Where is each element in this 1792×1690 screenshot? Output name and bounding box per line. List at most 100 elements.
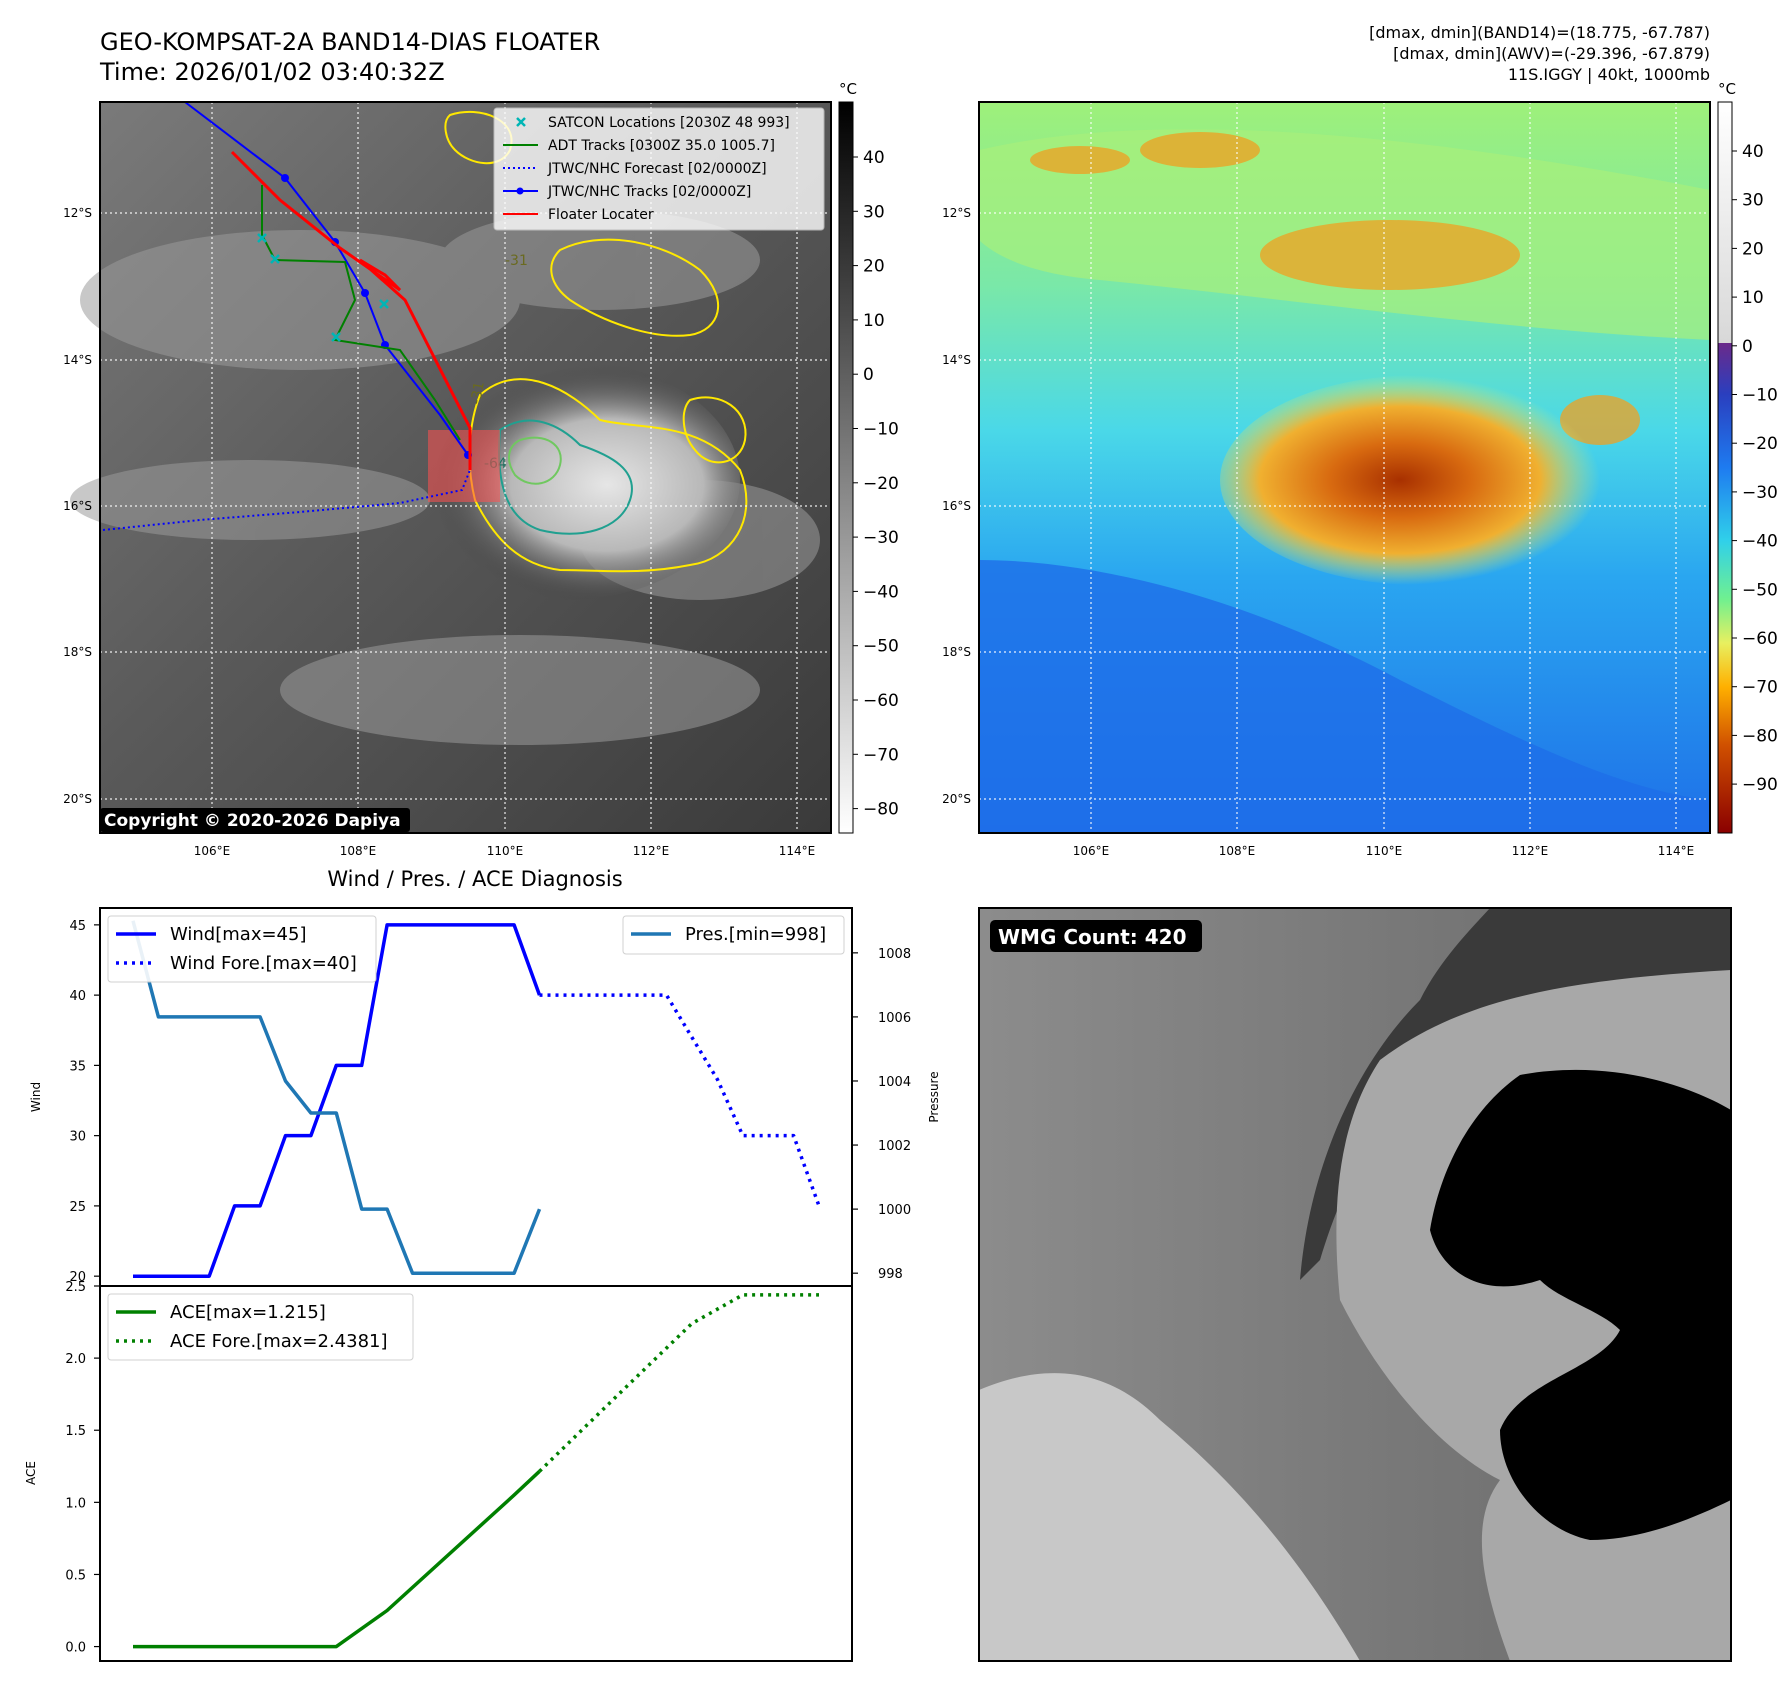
ir-contour-mid bbox=[498, 419, 633, 535]
pressure-ytick-label: 1002 bbox=[878, 1139, 911, 1154]
ace-legend: ACE[max=1.215] ACE Fore.[max=2.4381] bbox=[107, 1293, 414, 1361]
wv-lat-ticks: 12°S 14°S 16°S 18°S 20°S bbox=[942, 206, 971, 806]
ir-colorbar bbox=[838, 101, 854, 834]
floater-locater-box bbox=[428, 430, 500, 502]
wind-ytick-label: 45 bbox=[69, 919, 86, 934]
ir-contour-label-2: -31 bbox=[468, 380, 488, 405]
wind-chart-marks: 20 25 30 35 40 45 998 1000 1002 1004 1006 1008 bbox=[69, 919, 911, 1285]
colorbar-tick-label: −30 bbox=[1742, 483, 1778, 503]
ace-ytick-label: 0.5 bbox=[65, 1568, 86, 1583]
colorbar-tick-label: −90 bbox=[1742, 775, 1778, 795]
ir-lat-tick: 14°S bbox=[63, 353, 92, 367]
ir-map-frame bbox=[99, 101, 832, 834]
ir-storm-cloud bbox=[390, 360, 740, 600]
colorbar-tick-label: 0 bbox=[863, 365, 874, 385]
wv-map-panel: 106°E 108°E 110°E 112°E 114°E 12°S 14°S … bbox=[942, 80, 1778, 858]
wind-ytick-label: 20 bbox=[69, 1270, 86, 1285]
copyright-badge-bg bbox=[100, 808, 410, 832]
legend-marker-x bbox=[516, 117, 526, 127]
ir-contour-inner bbox=[508, 436, 562, 485]
legend-label: JTWC/NHC Forecast [02/0000Z] bbox=[547, 161, 767, 177]
legend-label: SATCON Locations [2030Z 48 993] bbox=[548, 115, 790, 131]
floater-locater-track bbox=[230, 150, 472, 470]
wv-lat-tick: 16°S bbox=[942, 499, 971, 513]
colorbar-tick-label: −10 bbox=[863, 420, 899, 440]
wmg-count-badge-bg bbox=[990, 920, 1202, 952]
wind-ytick-label: 35 bbox=[69, 1059, 86, 1074]
ir-lat-tick: 16°S bbox=[63, 499, 92, 513]
colorbar-tick-label: −70 bbox=[863, 745, 899, 765]
pressure-legend: Pres.[min=998] bbox=[622, 915, 845, 955]
wv-storm-core bbox=[1220, 375, 1620, 585]
colorbar-tick-label: −80 bbox=[1742, 726, 1778, 746]
ir-lat-ticks: 12°S 14°S 16°S 18°S 20°S bbox=[63, 206, 92, 806]
wv-map-frame bbox=[978, 101, 1711, 834]
ace-ytick-label: 0.0 bbox=[65, 1641, 86, 1656]
ir-lat-tick: 18°S bbox=[63, 645, 92, 659]
colorbar-tick-label: 20 bbox=[1742, 239, 1764, 259]
info-storm: 11S.IGGY | 40kt, 1000mb bbox=[1508, 65, 1710, 84]
diagnosis-title: Wind / Pres. / ACE Diagnosis bbox=[327, 867, 622, 891]
wv-lon-ticks: 106°E 108°E 110°E 112°E 114°E bbox=[1073, 844, 1695, 858]
colorbar-tick-label: 0 bbox=[1742, 337, 1753, 357]
ace-forecast-legend-label: ACE Fore.[max=2.4381] bbox=[170, 1331, 388, 1352]
ir-lon-tick: 108°E bbox=[340, 844, 377, 858]
wind-legend: Wind[max=45] Wind Fore.[max=40] bbox=[107, 915, 377, 983]
wv-lon-tick: 114°E bbox=[1658, 844, 1695, 858]
ace-ytick-label: 2.0 bbox=[65, 1352, 86, 1367]
colorbar-tick-label: −40 bbox=[863, 582, 899, 602]
ace-ytick-label: 1.0 bbox=[65, 1496, 86, 1511]
ir-contour-north bbox=[550, 238, 719, 337]
ir-map-panel: -31 -31 -64 bbox=[63, 80, 899, 858]
copyright-text: Copyright © 2020-2026 Dapiya bbox=[104, 811, 401, 831]
ace-ylabel: ACE bbox=[24, 1461, 38, 1485]
pressure-ytick-label: 1004 bbox=[878, 1075, 911, 1090]
wind-legend-label: Wind[max=45] bbox=[170, 924, 307, 945]
colorbar-tick-label: −50 bbox=[863, 637, 899, 657]
pressure-line bbox=[131, 920, 542, 1275]
ir-legend: SATCON Locations [2030Z 48 993] ADT Track… bbox=[493, 107, 825, 231]
colorbar-tick-label: 30 bbox=[863, 202, 885, 222]
wv-lon-tick: 108°E bbox=[1219, 844, 1256, 858]
colorbar-tick-label: 40 bbox=[1742, 142, 1764, 162]
ace-chart-marks: 0.0 0.5 1.0 1.5 2.0 2.5 bbox=[65, 1280, 819, 1656]
ir-contour-label-1: -31 bbox=[505, 253, 528, 269]
ir-lon-tick: 112°E bbox=[633, 844, 670, 858]
ir-lon-ticks: 106°E 108°E 110°E 112°E 114°E bbox=[194, 844, 816, 858]
figure-title: GEO-KOMPSAT-2A BAND14-DIAS FLOATER bbox=[100, 28, 600, 56]
wind-ytick-label: 40 bbox=[69, 989, 86, 1004]
wv-lat-tick: 20°S bbox=[942, 792, 971, 806]
pressure-ytick-label: 1008 bbox=[878, 947, 911, 962]
figure-time: Time: 2026/01/02 03:40:32Z bbox=[99, 58, 445, 86]
colorbar-tick-label: 40 bbox=[863, 148, 885, 168]
pressure-legend-label: Pres.[min=998] bbox=[685, 924, 826, 945]
colorbar-tick-label: −20 bbox=[863, 474, 899, 494]
wmg-light-region bbox=[979, 1373, 1360, 1661]
wv-colorbar-unit: °C bbox=[1718, 80, 1736, 98]
ace-ytick-label: 2.5 bbox=[65, 1280, 86, 1295]
legend-marker-dot bbox=[516, 187, 524, 195]
adt-track bbox=[261, 185, 461, 441]
colorbar-tick-label: 30 bbox=[1742, 191, 1764, 211]
satcon-locations bbox=[257, 233, 389, 342]
wv-lon-tick: 106°E bbox=[1073, 844, 1110, 858]
ace-chart: 0.0 0.5 1.0 1.5 2.0 2.5 ACE ACE[max=1.215] AC… bbox=[24, 1280, 853, 1662]
colorbar-tick-label: −80 bbox=[863, 800, 899, 820]
colorbar-tick-label: −30 bbox=[863, 528, 899, 548]
wind-line bbox=[133, 923, 542, 1278]
colorbar-tick-label: −60 bbox=[1742, 629, 1778, 649]
info-band14: [dmax, dmin](BAND14)=(18.775, -67.787) bbox=[1369, 23, 1710, 42]
ace-forecast-line bbox=[538, 1293, 819, 1473]
wmg-core bbox=[1430, 1069, 1731, 1540]
wmg-panel: WMG Count: 420 bbox=[978, 907, 1732, 1662]
colorbar-tick-label: −10 bbox=[1742, 386, 1778, 406]
colorbar-tick-label: 10 bbox=[1742, 288, 1764, 308]
ace-ytick-label: 1.5 bbox=[65, 1424, 86, 1439]
legend-label: JTWC/NHC Tracks [02/0000Z] bbox=[547, 184, 751, 200]
wind-ytick-label: 30 bbox=[69, 1130, 86, 1145]
ir-contour-northeast bbox=[682, 396, 747, 464]
pressure-ytick-label: 1000 bbox=[878, 1203, 911, 1218]
pressure-ylabel: Pressure bbox=[927, 1071, 941, 1122]
pressure-ytick-label: 1006 bbox=[878, 1011, 911, 1026]
info-awv: [dmax, dmin](AWV)=(-29.396, -67.879) bbox=[1393, 44, 1710, 63]
